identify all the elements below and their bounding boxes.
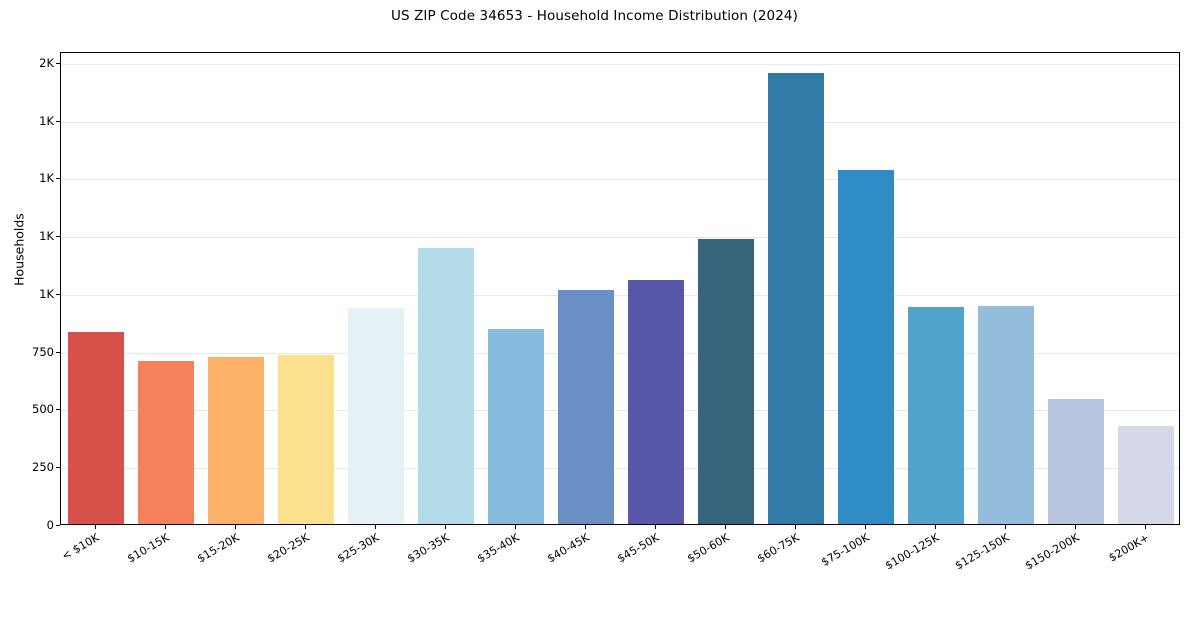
x-axis-tick-mark [935,525,936,529]
x-axis-tick-mark [165,525,166,529]
bars-layer [61,53,1179,524]
x-axis-tick-labels: < $10K $10-15K $15-20K $20-25K $25-30K $30-35… [60,529,1180,589]
y-axis-tick-mark [56,293,60,295]
x-axis-tick-mark [585,525,586,529]
x-axis-tick-mark [725,525,726,529]
bar[interactable] [1118,426,1174,524]
y-axis-tick-label: 250 [32,460,54,475]
bar[interactable] [278,354,334,524]
y-axis-tick-mark [56,178,60,180]
bar[interactable] [558,290,614,524]
gridline [61,179,1179,181]
y-axis-tick-label: 1K [39,113,54,128]
bar[interactable] [138,360,194,524]
x-axis-tick-mark [1145,525,1146,529]
y-axis-tick-mark [56,120,60,122]
y-axis-tick-mark [56,525,60,526]
y-axis-tick-labels: 0 250 500 750 1K 1K 1K 1K 2K [0,52,54,532]
y-axis-tick-mark [56,62,60,64]
gridline [61,63,1179,65]
bar[interactable] [838,169,894,524]
bar[interactable] [418,247,474,524]
bar[interactable] [698,238,754,524]
bar[interactable] [908,307,964,524]
x-axis-tick-mark [305,525,306,529]
x-axis-tick-mark [1005,525,1006,529]
chart-figure: US ZIP Code 34653 - Household Income Dis… [0,8,1180,589]
y-axis-tick-label: 2K [39,55,54,70]
x-axis-tick-mark [795,525,796,529]
x-axis-tick-mark [235,525,236,529]
y-axis-tick-label: 1K [39,286,54,301]
bar[interactable] [488,328,544,524]
x-axis-tick-mark [515,525,516,529]
y-axis-tick-mark [56,467,60,469]
plot-area [60,52,1180,525]
x-axis-tick-mark [95,525,96,529]
y-axis-tick-marks [56,52,60,526]
y-axis-tick-label: 750 [32,344,54,359]
gridline [61,352,1179,354]
gridline [61,410,1179,412]
y-axis-tick-mark [56,409,60,411]
bar[interactable] [978,306,1034,524]
gridline [61,121,1179,123]
y-axis-tick-mark [56,236,60,238]
gridline [61,294,1179,296]
gridline [61,237,1179,239]
bar[interactable] [628,280,684,524]
x-axis-tick-mark [445,525,446,529]
bar[interactable] [208,356,264,524]
x-axis-tick-mark [375,525,376,529]
bar[interactable] [1048,399,1104,524]
x-axis-tick-mark [865,525,866,529]
chart-title: US ZIP Code 34653 - Household Income Dis… [391,8,798,24]
gridline [61,468,1179,470]
y-axis-tick-label: 1K [39,229,54,244]
y-axis-tick-label: 0 [46,518,54,532]
x-axis-tick-mark [1075,525,1076,529]
y-axis-tick-mark [56,351,60,353]
bar[interactable] [68,332,124,524]
x-axis-tick-marks [60,525,1180,529]
y-axis-tick-label: 500 [32,402,54,417]
bar[interactable] [768,72,824,524]
bar[interactable] [348,308,404,524]
y-axis-tick-label: 1K [39,171,54,186]
x-axis-tick-mark [655,525,656,529]
